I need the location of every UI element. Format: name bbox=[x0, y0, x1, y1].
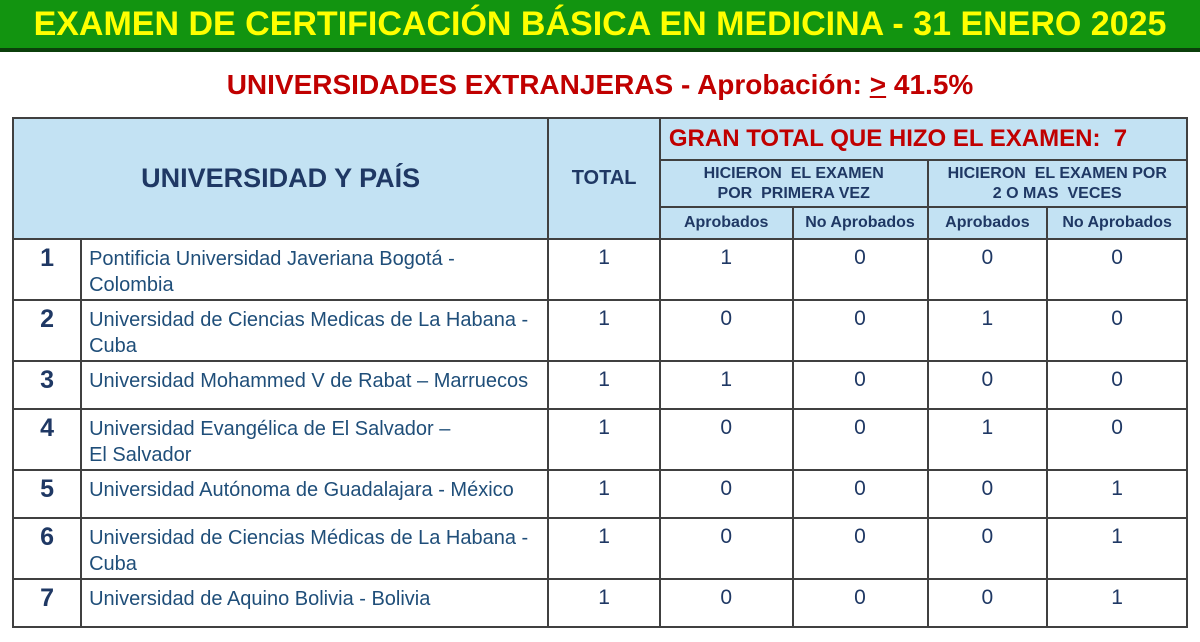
ft-approved-cell: 1 bbox=[658, 238, 794, 301]
university-name-cell: Universidad Mohammed V de Rabat – Marrue… bbox=[80, 360, 550, 410]
table-row: 6 Universidad de Ciencias Médicas de La … bbox=[11, 517, 1188, 580]
university-name-cell: Universidad Autónoma de Guadalajara - Mé… bbox=[80, 469, 550, 519]
rep-approved-cell: 0 bbox=[926, 517, 1049, 580]
rep-not-approved-cell: 1 bbox=[1046, 517, 1188, 580]
university-name-cell: Universidad de Aquino Bolivia - Bolivia bbox=[80, 578, 550, 628]
ft-not-approved-cell: 0 bbox=[791, 299, 929, 362]
header-no-aprobados-first: No Aprobados bbox=[791, 206, 929, 240]
rep-approved-cell: 0 bbox=[926, 469, 1049, 519]
banner: EXAMEN DE CERTIFICACIÓN BÁSICA EN MEDICI… bbox=[0, 0, 1200, 52]
rep-approved-cell: 0 bbox=[926, 360, 1049, 410]
ft-not-approved-cell: 0 bbox=[791, 408, 929, 471]
table-row: 1 Pontificia Universidad Javeriana Bogot… bbox=[11, 238, 1188, 301]
total-cell: 1 bbox=[547, 469, 661, 519]
gte-symbol: > bbox=[869, 69, 887, 100]
ft-approved-cell: 0 bbox=[658, 299, 794, 362]
header-two-or-more: HICIERON EL EXAMEN POR 2 O MAS VECES bbox=[926, 159, 1189, 208]
ft-approved-cell: 0 bbox=[658, 517, 794, 580]
subtitle-value: 41.5% bbox=[886, 69, 974, 100]
total-cell: 1 bbox=[547, 578, 661, 628]
table-row: 7 Universidad de Aquino Bolivia - Bolivi… bbox=[11, 578, 1188, 628]
row-number-cell: 1 bbox=[11, 238, 83, 301]
results-table: UNIVERSIDAD Y PAÍS TOTAL GRAN TOTAL QUE … bbox=[11, 117, 1189, 628]
banner-title: EXAMEN DE CERTIFICACIÓN BÁSICA EN MEDICI… bbox=[33, 4, 1167, 43]
ft-approved-cell: 0 bbox=[658, 469, 794, 519]
row-number-cell: 7 bbox=[11, 578, 83, 628]
row-number-cell: 4 bbox=[11, 408, 83, 471]
total-cell: 1 bbox=[547, 360, 661, 410]
university-name-cell: Pontificia Universidad Javeriana Bogotá … bbox=[80, 238, 550, 301]
row-number-cell: 2 bbox=[11, 299, 83, 362]
row-number-cell: 5 bbox=[11, 469, 83, 519]
header-aprobados-first: Aprobados bbox=[658, 206, 794, 240]
rep-approved-cell: 1 bbox=[926, 299, 1049, 362]
ft-approved-cell: 1 bbox=[658, 360, 794, 410]
total-cell: 1 bbox=[547, 299, 661, 362]
ft-not-approved-cell: 0 bbox=[791, 238, 929, 301]
header-row-3: Aprobados No Aprobados Aprobados No Apro… bbox=[13, 206, 1188, 240]
rep-not-approved-cell: 0 bbox=[1046, 408, 1188, 471]
table-row: 3 Universidad Mohammed V de Rabat – Marr… bbox=[11, 360, 1188, 410]
ft-not-approved-cell: 0 bbox=[791, 469, 929, 519]
ft-not-approved-cell: 0 bbox=[791, 360, 929, 410]
total-cell: 1 bbox=[547, 408, 661, 471]
rep-not-approved-cell: 1 bbox=[1046, 469, 1188, 519]
page-subtitle: UNIVERSIDADES EXTRANJERAS - Aprobación: … bbox=[0, 69, 1200, 101]
subtitle-aprobacion-label: - Aprobación: bbox=[673, 69, 870, 100]
header-first-time: HICIERON EL EXAMEN POR PRIMERA VEZ bbox=[658, 159, 929, 208]
ft-approved-cell: 0 bbox=[658, 408, 794, 471]
university-name-cell: Universidad de Ciencias Médicas de La Ha… bbox=[80, 517, 550, 580]
header-no-aprobados-repeat: No Aprobados bbox=[1046, 206, 1188, 240]
ft-not-approved-cell: 0 bbox=[791, 517, 929, 580]
table-row: 4 Universidad Evangélica de El Salvador … bbox=[11, 408, 1188, 471]
header-row-1: UNIVERSIDAD Y PAÍS TOTAL GRAN TOTAL QUE … bbox=[11, 117, 1189, 240]
university-name-cell: Universidad de Ciencias Medicas de La Ha… bbox=[80, 299, 550, 362]
rep-approved-cell: 1 bbox=[926, 408, 1049, 471]
table-row: 5 Universidad Autónoma de Guadalajara - … bbox=[11, 469, 1188, 519]
ft-not-approved-cell: 0 bbox=[791, 578, 929, 628]
header-university-pais: UNIVERSIDAD Y PAÍS bbox=[11, 117, 550, 240]
table-row: 2 Universidad de Ciencias Medicas de La … bbox=[11, 299, 1188, 362]
rep-approved-cell: 0 bbox=[926, 578, 1049, 628]
rep-not-approved-cell: 0 bbox=[1046, 238, 1188, 301]
row-number-cell: 3 bbox=[11, 360, 83, 410]
header-gran-total: GRAN TOTAL QUE HIZO EL EXAMEN: 7 bbox=[658, 117, 1189, 161]
header-row-2: HICIERON EL EXAMEN POR PRIMERA VEZ HICIE… bbox=[13, 159, 1189, 208]
total-cell: 1 bbox=[547, 238, 661, 301]
rep-not-approved-cell: 0 bbox=[1046, 360, 1188, 410]
row-number-cell: 6 bbox=[11, 517, 83, 580]
subtitle-main: UNIVERSIDADES EXTRANJERAS bbox=[226, 69, 674, 100]
rep-not-approved-cell: 0 bbox=[1046, 299, 1188, 362]
rep-not-approved-cell: 1 bbox=[1046, 578, 1188, 628]
header-total: TOTAL bbox=[547, 117, 661, 240]
header-aprobados-repeat: Aprobados bbox=[926, 206, 1049, 240]
ft-approved-cell: 0 bbox=[658, 578, 794, 628]
university-name-cell: Universidad Evangélica de El Salvador – … bbox=[80, 408, 550, 471]
total-cell: 1 bbox=[547, 517, 661, 580]
rep-approved-cell: 0 bbox=[926, 238, 1049, 301]
